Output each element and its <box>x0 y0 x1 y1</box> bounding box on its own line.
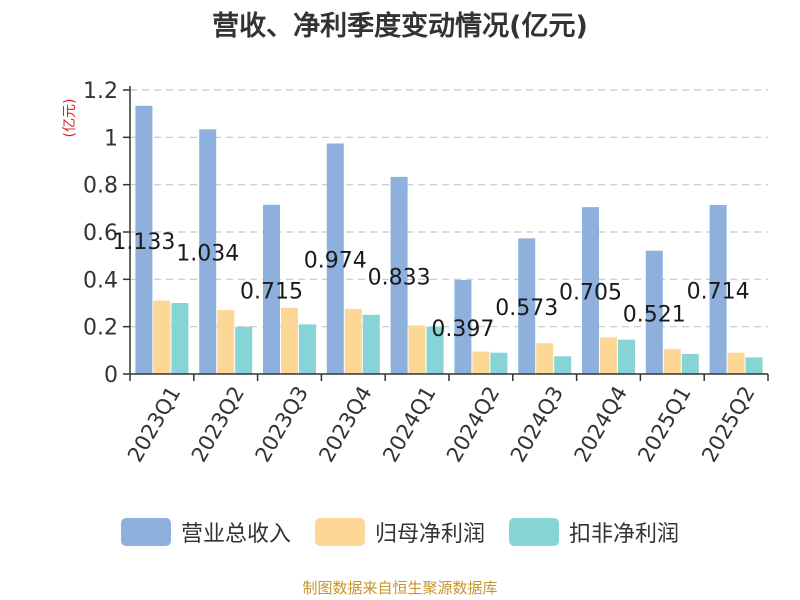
data-label: 0.397 <box>431 317 494 342</box>
bar <box>727 352 745 374</box>
bar <box>171 303 189 374</box>
data-label: 0.705 <box>559 281 622 306</box>
x-tick-label: 2025Q1 <box>633 382 695 466</box>
chart-title: 营收、净利季度变动情况(亿元) <box>212 11 588 42</box>
bar <box>454 280 472 374</box>
bar <box>618 339 635 374</box>
data-label: 0.521 <box>623 302 686 327</box>
y-tick-label: 0.8 <box>83 174 118 199</box>
x-tick-label: 2024Q1 <box>378 382 440 466</box>
bar <box>472 351 490 374</box>
bar <box>344 308 362 374</box>
bar <box>199 129 217 374</box>
bar <box>745 357 763 374</box>
data-label: 0.715 <box>240 279 303 304</box>
y-tick-label: 1.2 <box>83 79 118 104</box>
bar <box>554 356 572 374</box>
x-tick-label: 2024Q3 <box>506 382 568 466</box>
y-tick-label: 0.6 <box>83 221 118 246</box>
legend-label: 扣非净利润 <box>569 522 680 547</box>
bar <box>135 105 153 375</box>
bar <box>326 143 344 374</box>
bar <box>299 324 316 374</box>
x-tick-label: 2025Q2 <box>697 382 759 466</box>
legend: 营业总收入 归母净利润 扣非净利润 <box>0 516 800 548</box>
grid-lines <box>130 89 768 328</box>
x-tick-label: 2023Q4 <box>314 382 376 466</box>
bar <box>490 352 508 374</box>
data-label: 0.974 <box>304 249 367 274</box>
bar <box>518 238 536 374</box>
data-label: 0.833 <box>368 265 431 290</box>
legend-swatch <box>314 518 365 546</box>
bar <box>536 343 554 374</box>
y-tick-label: 0.2 <box>83 316 118 341</box>
x-tick-label: 2023Q3 <box>251 382 313 466</box>
bar <box>153 300 171 374</box>
legend-item[interactable]: 扣非净利润 <box>509 516 679 548</box>
bar <box>426 326 444 374</box>
source-note: 制图数据来自恒生聚源数据库 <box>302 579 498 597</box>
bar <box>681 353 699 374</box>
x-tick-label: 2024Q4 <box>570 382 632 466</box>
legend-item[interactable]: 归母净利润 <box>314 516 485 548</box>
bar <box>709 205 727 374</box>
bar <box>645 250 663 374</box>
y-tick-label: 1 <box>104 126 118 151</box>
data-label: 0.573 <box>495 296 558 321</box>
legend-item[interactable]: 营业总收入 <box>120 516 291 548</box>
legend-swatch <box>509 518 559 546</box>
bar <box>408 325 426 374</box>
bar <box>263 204 280 374</box>
data-label: 0.714 <box>687 280 750 305</box>
bar <box>362 314 380 374</box>
data-label: 1.034 <box>176 242 239 267</box>
legend-label: 归母净利润 <box>374 522 485 547</box>
legend-swatch <box>120 518 171 546</box>
y-axis-label: (亿元) <box>62 99 78 138</box>
bar <box>217 310 235 374</box>
bar <box>582 207 599 374</box>
legend-label: 营业总收入 <box>180 522 291 547</box>
y-tick-label: 0 <box>104 363 118 388</box>
y-tick-label: 0.4 <box>83 268 118 293</box>
x-tick-label: 2023Q2 <box>187 382 249 466</box>
bar <box>281 307 298 374</box>
x-tick-label: 2023Q1 <box>123 382 185 466</box>
bar <box>600 337 617 374</box>
x-tick-label: 2024Q2 <box>442 382 504 466</box>
bars <box>135 105 763 375</box>
bar <box>390 176 408 374</box>
bar <box>663 349 681 374</box>
bar <box>235 326 253 374</box>
data-label: 1.133 <box>112 230 175 255</box>
